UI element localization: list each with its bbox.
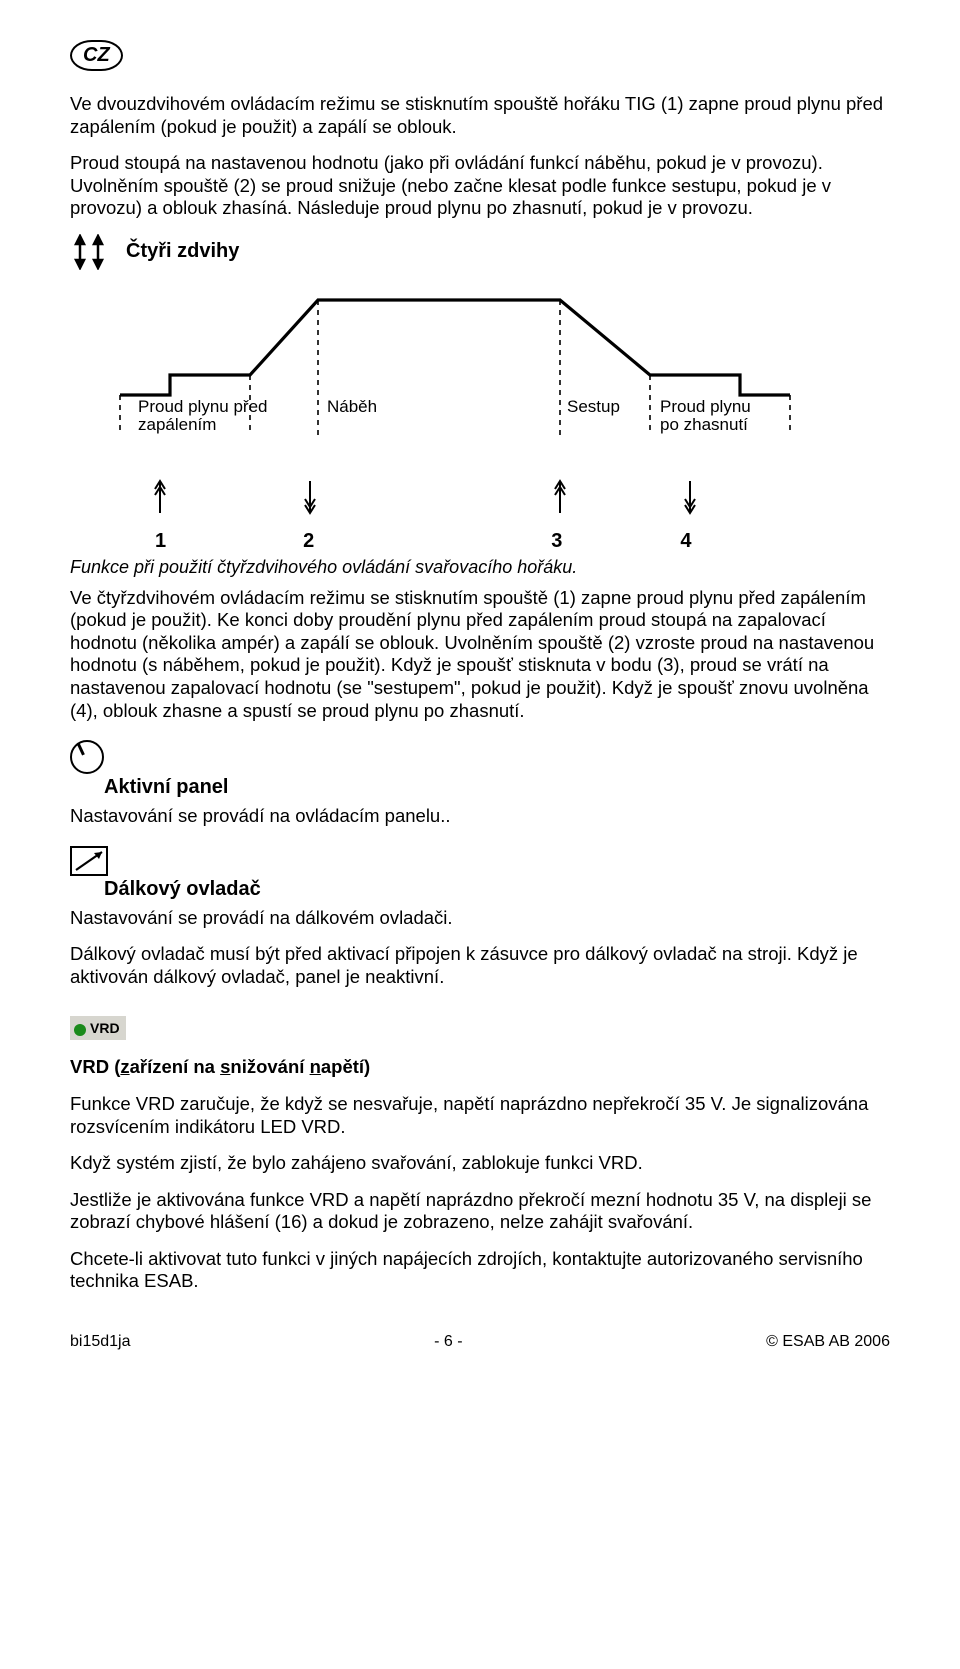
- chart-label-pre-2: zapálením: [138, 415, 216, 434]
- vrd-h-u3: n: [310, 1056, 321, 1077]
- chart-label-pre-1: Proud plynu před: [138, 397, 267, 416]
- intro-paragraph-1: Ve dvouzdvihovém ovládacím režimu se sti…: [70, 93, 890, 138]
- num-4: 4: [680, 530, 691, 553]
- vrd-h-pre: VRD (: [70, 1056, 120, 1077]
- page-footer: bi15d1ja - 6 - © ESAB AB 2006: [70, 1333, 890, 1351]
- trigger-arrows: [100, 475, 840, 519]
- timing-chart: Proud plynu před zapálením Náběh Sestup …: [100, 290, 890, 553]
- chart-caption: Funkce při použití čtyřzdvihového ovládá…: [70, 557, 890, 579]
- chart-label-post1: Proud plynu: [660, 397, 751, 416]
- four-stroke-icon: [70, 234, 112, 270]
- vrd-p1: Funkce VRD zaručuje, že když se nesvařuj…: [70, 1093, 890, 1138]
- dial-icon: [70, 740, 104, 774]
- vrd-h-u1: z: [120, 1056, 129, 1077]
- active-panel-heading: Aktivní panel: [104, 776, 228, 799]
- remote-p1: Nastavování se provádí na dálkovém ovlad…: [70, 907, 890, 930]
- footer-copyright: © ESAB AB 2006: [766, 1333, 890, 1351]
- country-badge: CZ: [70, 40, 123, 71]
- vrd-h-t1: ařízení na: [130, 1056, 220, 1077]
- remote-p2: Dálkový ovladač musí být před aktivací p…: [70, 943, 890, 988]
- footer-page-num: - 6 -: [434, 1333, 462, 1351]
- vrd-h-t2: nižování: [230, 1056, 309, 1077]
- vrd-p3: Jestliže je aktivována funkce VRD a napě…: [70, 1189, 890, 1234]
- vrd-p2: Když systém zjistí, že bylo zahájeno sva…: [70, 1152, 890, 1175]
- four-stroke-body: Ve čtyřzdvihovém ovládacím režimu se sti…: [70, 587, 890, 722]
- vrd-h-u2: s: [220, 1056, 230, 1077]
- page: CZ Ve dvouzdvihovém ovládacím režimu se …: [0, 0, 960, 1371]
- footer-left: bi15d1ja: [70, 1333, 131, 1351]
- chart-label-down: Sestup: [567, 397, 620, 416]
- num-1: 1: [155, 530, 166, 553]
- chart-label-post2: po zhasnutí: [660, 415, 748, 434]
- active-panel-body: Nastavování se provádí na ovládacím pane…: [70, 805, 890, 828]
- vrd-p4: Chcete-li aktivovat tuto funkci v jiných…: [70, 1248, 890, 1293]
- vrd-led-icon: [74, 1024, 86, 1036]
- intro-paragraph-2: Proud stoupá na nastavenou hodnotu (jako…: [70, 152, 890, 220]
- four-stroke-heading: Čtyři zdvihy: [126, 240, 239, 263]
- vrd-badge-text: VRD: [90, 1020, 120, 1036]
- chart-label-up: Náběh: [327, 397, 377, 416]
- vrd-h-t3: apětí): [321, 1056, 370, 1077]
- vrd-heading: VRD (zařízení na snižování napětí): [70, 1056, 890, 1079]
- num-2: 2: [303, 530, 314, 553]
- num-3: 3: [551, 530, 562, 553]
- remote-heading: Dálkový ovladač: [104, 878, 261, 901]
- remote-icon: [70, 846, 108, 876]
- trigger-numbers: 1 2 3 4: [100, 530, 890, 553]
- vrd-badge: VRD: [70, 1016, 126, 1040]
